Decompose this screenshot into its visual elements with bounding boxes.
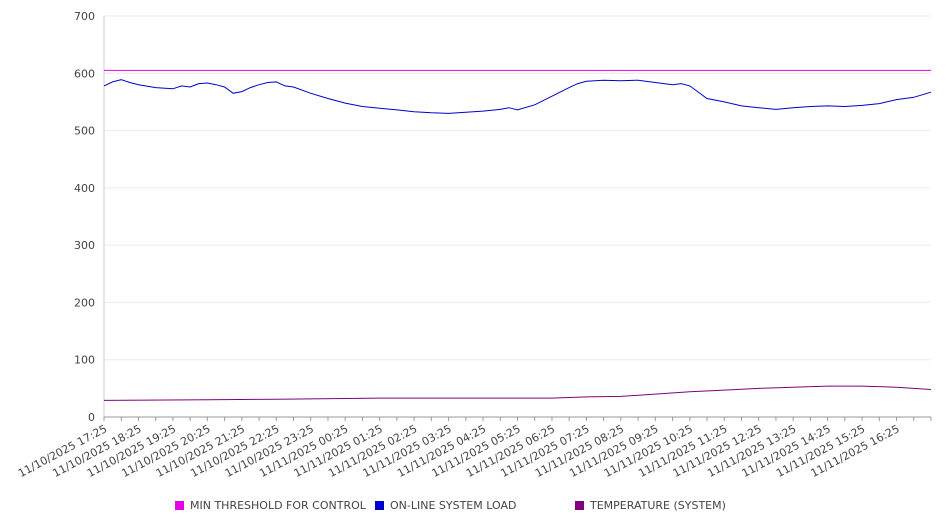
legend-label-min-threshold: MIN THRESHOLD FOR CONTROL [190,499,366,512]
y-tick-label-500: 500 [74,125,95,138]
legend-swatch-temperature [575,501,584,510]
legend-item-min-threshold[interactable]: MIN THRESHOLD FOR CONTROL [175,499,366,512]
legend-swatch-min-threshold [175,501,184,510]
legend-swatch-system-load [375,501,384,510]
legend-label-temperature: TEMPERATURE (SYSTEM) [590,499,726,512]
series-line-temperature-system [103,385,932,401]
y-tick-label-200: 200 [74,296,95,309]
legend-label-system-load: ON-LINE SYSTEM LOAD [390,499,517,512]
series-lines [103,69,932,401]
axes [103,16,932,421]
grid-lines [104,15,931,361]
y-tick-label-600: 600 [74,67,95,80]
chart-legend: MIN THRESHOLD FOR CONTROL ON-LINE SYSTEM… [0,499,946,515]
y-tick-label-100: 100 [74,354,95,367]
legend-item-system-load[interactable]: ON-LINE SYSTEM LOAD [375,499,516,512]
y-tick-label-700: 700 [74,10,95,23]
series-line-on-line-system-load [103,79,932,114]
y-tick-label-400: 400 [74,182,95,195]
legend-item-temperature[interactable]: TEMPERATURE (SYSTEM) [575,499,726,512]
y-tick-label-300: 300 [74,239,95,252]
y-tick-label-0: 0 [88,411,95,424]
y-tick-labels: 0 100 200 300 400 500 600 700 [74,10,95,424]
